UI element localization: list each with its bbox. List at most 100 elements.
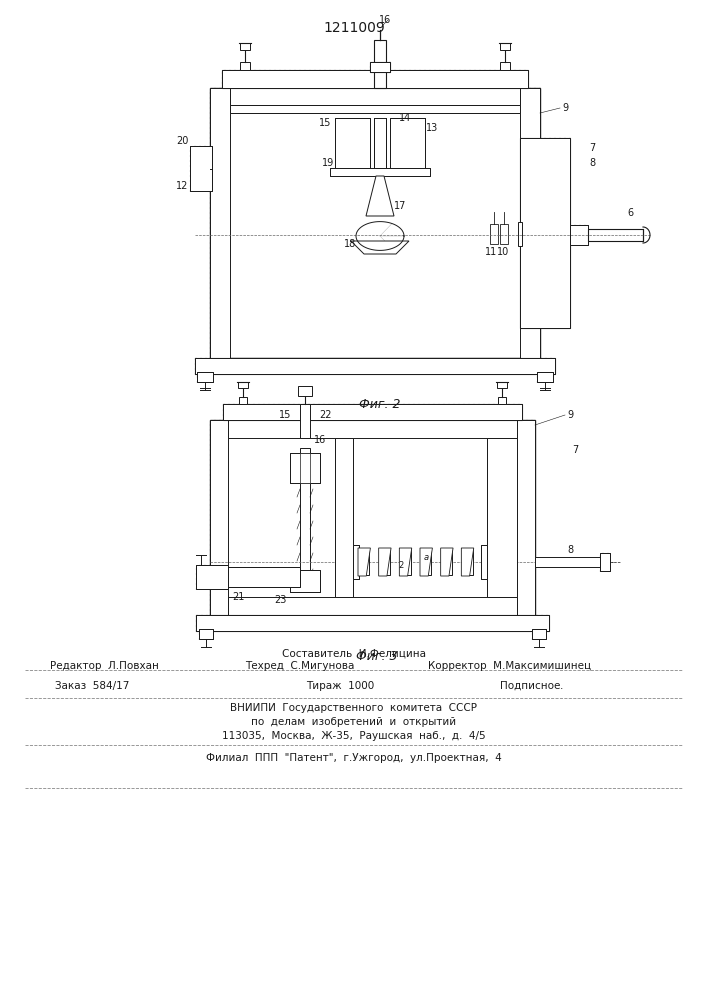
Bar: [353, 545, 359, 579]
Bar: [290, 453, 320, 483]
Polygon shape: [399, 548, 411, 576]
Bar: [500, 224, 508, 244]
Bar: [537, 372, 553, 382]
Polygon shape: [440, 548, 453, 576]
Text: 9: 9: [567, 410, 573, 420]
Bar: [238, 382, 248, 388]
Text: 6: 6: [627, 208, 633, 218]
Text: 2: 2: [399, 560, 404, 570]
Bar: [520, 88, 540, 358]
Bar: [240, 43, 250, 50]
Bar: [390, 118, 425, 168]
Bar: [481, 545, 487, 579]
Text: 1211009: 1211009: [323, 21, 385, 35]
Bar: [520, 138, 570, 328]
Polygon shape: [351, 241, 409, 254]
Bar: [230, 88, 520, 108]
Bar: [570, 225, 588, 245]
Bar: [196, 565, 228, 589]
Text: .: .: [560, 681, 563, 691]
Bar: [197, 372, 213, 382]
Bar: [421, 549, 431, 575]
Bar: [380, 549, 390, 575]
Text: по  делам  изобретений  и  открытий: по делам изобретений и открытий: [252, 717, 457, 727]
Bar: [370, 62, 390, 72]
Polygon shape: [462, 548, 474, 576]
Bar: [390, 118, 425, 168]
Bar: [400, 549, 411, 575]
Bar: [570, 225, 588, 245]
Text: 7: 7: [572, 445, 578, 455]
Bar: [228, 567, 300, 587]
Text: a: a: [423, 552, 428, 562]
Polygon shape: [366, 176, 394, 216]
Text: 21: 21: [232, 592, 244, 602]
Text: Тираж  1000: Тираж 1000: [306, 681, 374, 691]
Text: 23: 23: [274, 595, 286, 605]
Bar: [223, 404, 522, 420]
Text: 11: 11: [485, 247, 497, 257]
Text: 15: 15: [279, 410, 291, 420]
Text: 17: 17: [394, 201, 407, 211]
Text: Корректор  М.Максимишинец: Корректор М.Максимишинец: [428, 661, 592, 671]
Text: 16: 16: [314, 435, 326, 445]
Bar: [210, 420, 228, 615]
Bar: [462, 549, 473, 575]
Bar: [228, 420, 517, 438]
Bar: [210, 88, 540, 358]
Text: 113035,  Москва,  Ж-35,  Раушская  наб.,  д.  4/5: 113035, Москва, Ж-35, Раушская наб., д. …: [222, 731, 486, 741]
Bar: [300, 453, 310, 483]
Text: 13: 13: [426, 123, 438, 133]
Text: 20: 20: [176, 136, 188, 146]
Bar: [300, 448, 310, 577]
Bar: [353, 545, 359, 579]
Text: ВНИИПИ  Государственного  комитета  СССР: ВНИИПИ Государственного комитета СССР: [230, 703, 477, 713]
Text: Филиал  ППП  "Патент",  г.Ужгород,  ул.Проектная,  4: Филиал ППП "Патент", г.Ужгород, ул.Проек…: [206, 753, 502, 763]
Bar: [195, 358, 555, 374]
Bar: [240, 62, 250, 70]
Bar: [588, 229, 643, 241]
Bar: [228, 567, 300, 587]
Bar: [210, 420, 535, 615]
Text: 14: 14: [399, 113, 411, 123]
Text: 12: 12: [176, 181, 188, 191]
Bar: [374, 40, 386, 88]
Bar: [335, 438, 353, 597]
Text: 8: 8: [589, 158, 595, 168]
Bar: [490, 224, 498, 244]
Bar: [300, 404, 310, 438]
Bar: [197, 372, 213, 382]
Bar: [600, 553, 610, 571]
Bar: [230, 105, 520, 113]
Bar: [532, 629, 546, 639]
Bar: [359, 549, 369, 575]
Bar: [199, 629, 213, 639]
Text: Подписное: Подписное: [500, 681, 560, 691]
Bar: [196, 615, 549, 631]
Bar: [481, 545, 487, 579]
Bar: [330, 168, 430, 176]
Bar: [290, 570, 320, 592]
Bar: [190, 146, 212, 191]
Bar: [190, 146, 212, 191]
Bar: [532, 629, 546, 639]
Bar: [520, 138, 570, 328]
Text: 10: 10: [497, 247, 509, 257]
Text: Заказ  584/17: Заказ 584/17: [55, 681, 129, 691]
Text: 8: 8: [567, 545, 573, 555]
Bar: [500, 62, 510, 70]
Bar: [535, 557, 600, 567]
Bar: [517, 420, 535, 615]
Text: 15: 15: [319, 118, 331, 128]
Text: 9: 9: [562, 103, 568, 113]
Bar: [498, 397, 506, 404]
Bar: [487, 438, 517, 597]
Bar: [442, 549, 452, 575]
Bar: [239, 397, 247, 404]
Bar: [537, 372, 553, 382]
Bar: [600, 553, 610, 571]
Text: 18: 18: [344, 239, 356, 249]
Bar: [500, 43, 510, 50]
Bar: [223, 404, 522, 420]
Bar: [497, 382, 507, 388]
